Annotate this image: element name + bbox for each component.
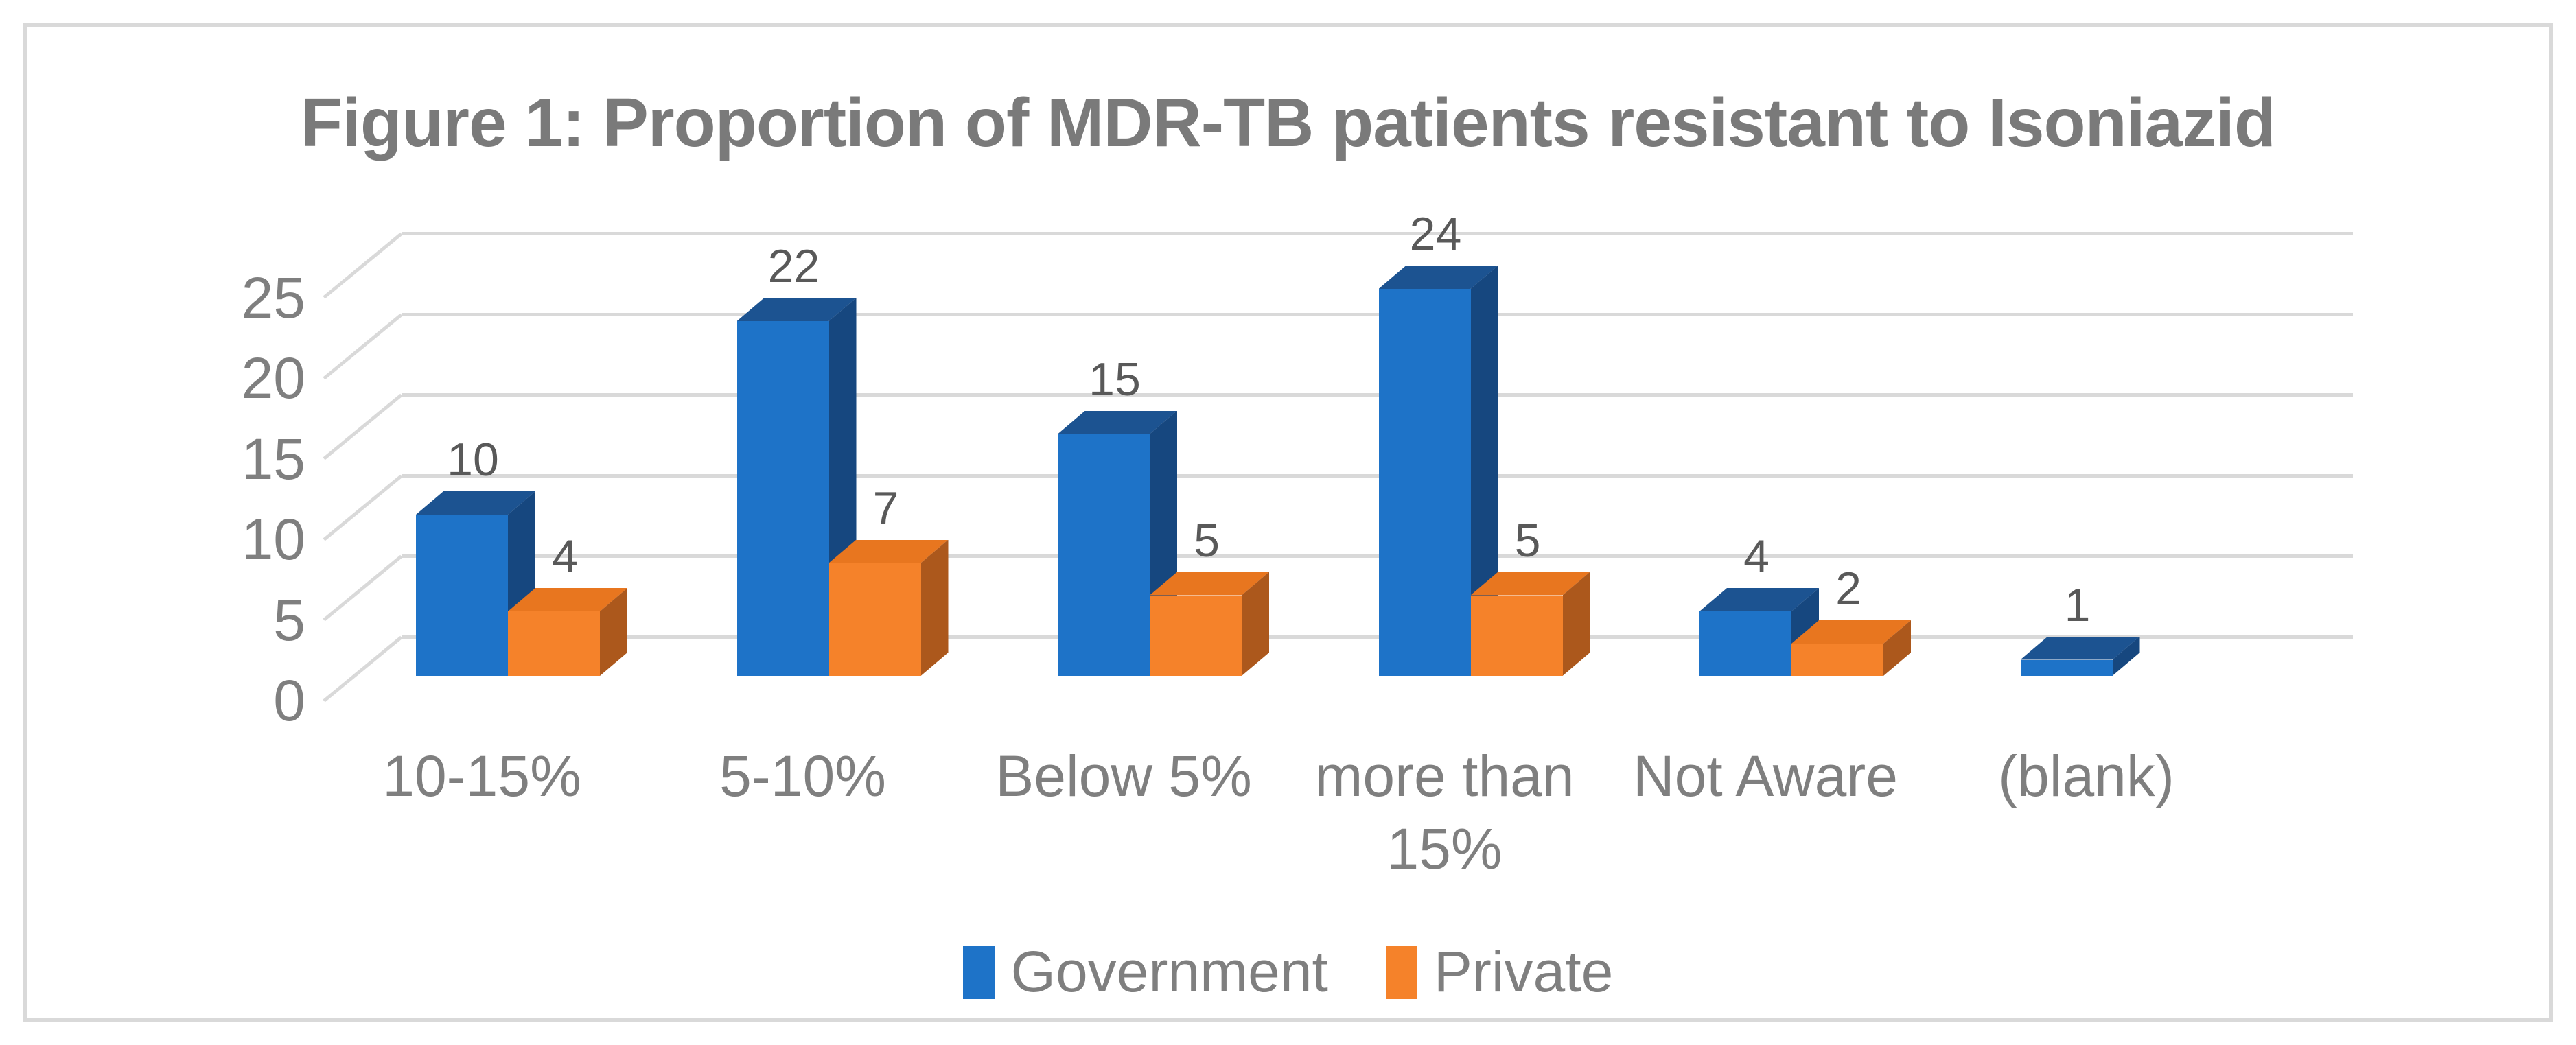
bar-front-face (2020, 659, 2113, 676)
legend-label-private: Private (1433, 939, 1614, 1004)
y-tick-label-5: 5 (273, 587, 305, 653)
bar-front-face (1150, 595, 1242, 676)
x-category-label-10-15%: 10-15% (382, 744, 581, 808)
x-category-label-(blank): (blank) (1998, 744, 2174, 808)
bar-front-face (828, 563, 921, 676)
bar-private-more than 15% (1470, 572, 1590, 676)
y-tick-label-10: 10 (241, 507, 305, 572)
bar-private-Below 5% (1150, 572, 1269, 676)
gridline-diagonal-y-20 (323, 313, 403, 379)
x-category-label-more than 15%: more than 15% (1314, 744, 1575, 881)
bar-front-face (1791, 644, 1883, 676)
data-label-private-5-10%: 7 (872, 482, 899, 535)
x-category-label-Below 5%: Below 5% (995, 744, 1252, 808)
bar-front-face (1378, 289, 1471, 676)
y-tick-label-15: 15 (241, 426, 305, 491)
data-label-government-more than 15%: 24 (1409, 208, 1462, 260)
legend-item-government: Government (962, 939, 1328, 1005)
gridline-y-0 (402, 635, 2353, 639)
data-label-government-5-10%: 22 (767, 240, 820, 292)
bar-private-5-10% (828, 539, 949, 677)
bar-front-face (508, 611, 600, 676)
x-category-label-Not Aware: Not Aware (1633, 744, 1898, 808)
legend: Government Private (0, 939, 2576, 1005)
gridline-y-10 (402, 473, 2353, 478)
data-label-private-more than 15%: 5 (1514, 514, 1541, 567)
y-tick-label-20: 20 (241, 346, 305, 410)
gridline-diagonal-y-0 (323, 635, 403, 702)
data-label-government-10-15%: 10 (447, 434, 499, 486)
gridline-diagonal-y-5 (323, 554, 403, 622)
bar-government-Not Aware (1699, 588, 1819, 676)
bar-front-face (1470, 595, 1563, 676)
legend-marker-government (962, 945, 995, 999)
gridline-y-25 (402, 232, 2353, 235)
bar-front-face (1058, 434, 1150, 676)
x-category-label-5-10%: 5-10% (719, 744, 886, 808)
data-label-government-Not Aware: 4 (1743, 530, 1769, 583)
y-tick-label-25: 25 (241, 265, 305, 330)
bar-government-(blank) (2020, 636, 2140, 676)
bar-government-more than 15% (1378, 266, 1498, 676)
bar-front-face (1699, 611, 1791, 676)
data-label-government-Below 5%: 15 (1089, 353, 1141, 406)
bar-side-face (921, 540, 949, 677)
legend-marker-private (1385, 945, 1417, 999)
bar-private-Not Aware (1791, 620, 1911, 676)
data-label-private-10-15%: 4 (552, 530, 578, 583)
data-label-private-Below 5%: 5 (1194, 514, 1220, 567)
bar-front-face (416, 515, 508, 676)
gridline-y-20 (402, 312, 2353, 316)
data-label-government-(blank): 1 (2064, 578, 2091, 631)
legend-label-government: Government (1010, 939, 1328, 1004)
y-tick-label-0: 0 (273, 668, 305, 733)
chart-title: Figure 1: Proportion of MDR-TB patients … (301, 84, 2276, 161)
gridline-diagonal-y-25 (323, 232, 403, 299)
gridline-y-15 (402, 393, 2353, 397)
data-label-private-Not Aware: 2 (1835, 563, 1861, 615)
gridline-y-5 (402, 554, 2353, 558)
bar-front-face (736, 321, 829, 676)
bar-private-10-15% (508, 588, 627, 676)
legend-item-private: Private (1385, 939, 1614, 1005)
